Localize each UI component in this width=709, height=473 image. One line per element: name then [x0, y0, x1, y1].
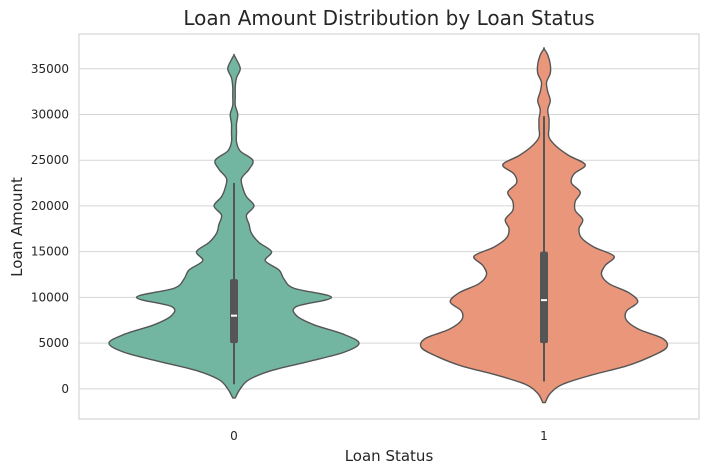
violin-iqr-0	[230, 279, 238, 344]
y-tick-label: 15000	[31, 245, 69, 259]
y-axis-label: Loan Amount	[8, 177, 26, 277]
y-tick-label: 10000	[31, 290, 69, 304]
plot-frame	[78, 33, 700, 420]
y-tick-label: 30000	[31, 107, 69, 121]
violins	[108, 47, 669, 404]
y-tick-label: 0	[61, 382, 69, 396]
y-tick-label: 20000	[31, 199, 69, 213]
violin-iqr-1	[540, 251, 548, 344]
x-tick-label: 1	[540, 429, 548, 443]
y-tick-label: 35000	[31, 62, 69, 76]
y-axis-ticks: 0 5000 10000 15000 20000 25000 30000 35000	[31, 62, 69, 396]
chart-title: Loan Amount Distribution by Loan Status	[183, 6, 594, 30]
y-tick-label: 5000	[38, 336, 69, 350]
x-axis-label: Loan Status	[345, 447, 434, 465]
y-tick-label: 25000	[31, 153, 69, 167]
x-tick-label: 0	[230, 429, 238, 443]
